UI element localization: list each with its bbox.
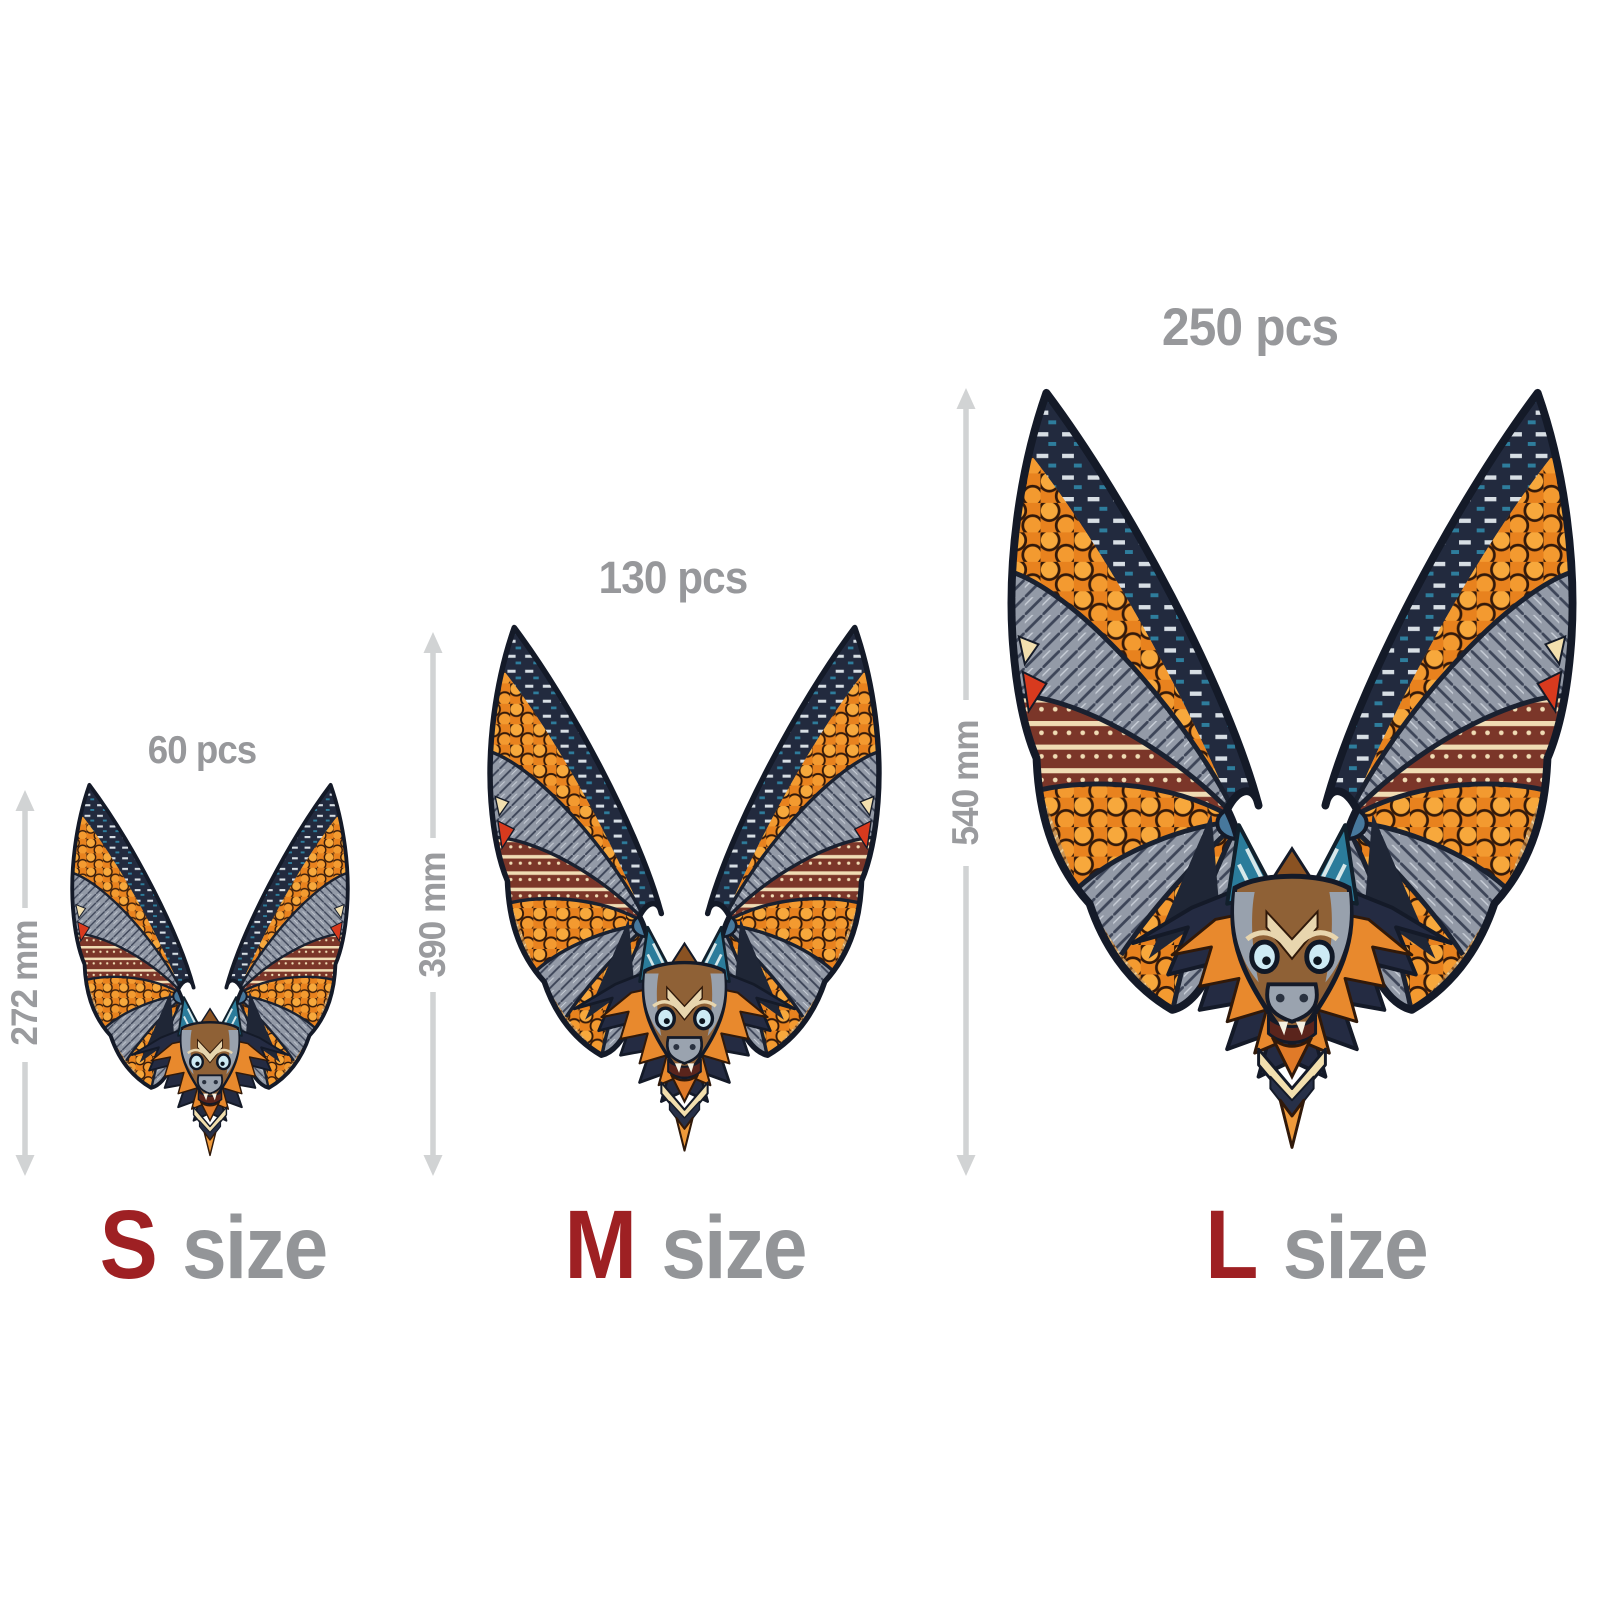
size-letter-l: L xyxy=(1205,1190,1259,1299)
height-arrow-l xyxy=(956,388,976,1176)
height-label-s: 272 mm xyxy=(4,920,45,1046)
pieces-count-s: 60 pcs xyxy=(147,729,257,772)
pieces-count-l: 250 pcs xyxy=(1161,298,1339,357)
size-word-l: size xyxy=(1282,1197,1429,1297)
bat-puzzle-illustration-l xyxy=(1007,385,1577,1171)
size-word-s: size xyxy=(182,1197,328,1297)
bat-puzzle-illustration-m xyxy=(487,622,882,1167)
bat-puzzle-illustration-s xyxy=(70,781,350,1167)
size-label-l: L size xyxy=(1172,1196,1460,1293)
size-label-s: S size xyxy=(69,1196,357,1293)
size-label-m: M size xyxy=(541,1196,829,1293)
size-word-m: size xyxy=(661,1197,807,1297)
height-label-l: 540 mm xyxy=(945,720,986,846)
height-arrow-m xyxy=(423,632,443,1176)
height-arrow-s xyxy=(15,790,35,1176)
height-label-m: 390 mm xyxy=(412,852,453,978)
size-letter-m: M xyxy=(564,1190,638,1299)
size-letter-s: S xyxy=(99,1190,158,1299)
pieces-count-m: 130 pcs xyxy=(598,552,749,603)
